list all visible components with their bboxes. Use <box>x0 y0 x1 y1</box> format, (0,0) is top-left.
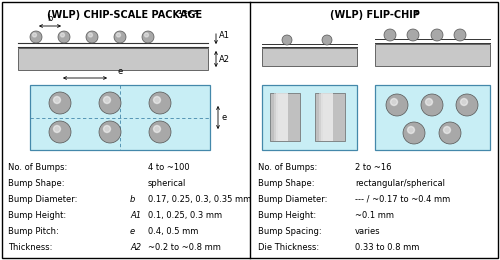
Text: ~0.2 to ~0.8 mm: ~0.2 to ~0.8 mm <box>148 243 221 252</box>
Circle shape <box>49 121 71 143</box>
Circle shape <box>384 29 396 41</box>
Circle shape <box>282 35 292 45</box>
Text: 0.1, 0.25, 0.3 mm: 0.1, 0.25, 0.3 mm <box>148 211 222 220</box>
Bar <box>321 93 333 141</box>
Text: b: b <box>130 195 136 204</box>
Circle shape <box>54 126 60 133</box>
Text: A2: A2 <box>219 55 230 63</box>
Text: spherical: spherical <box>148 179 186 188</box>
Text: 0.4, 0.5 mm: 0.4, 0.5 mm <box>148 227 198 236</box>
Text: Bump Height:: Bump Height: <box>258 211 316 220</box>
Circle shape <box>403 122 425 144</box>
Circle shape <box>30 31 42 43</box>
Circle shape <box>431 29 443 41</box>
Text: e: e <box>130 227 135 236</box>
Circle shape <box>104 126 110 133</box>
Text: A2: A2 <box>130 243 141 252</box>
Circle shape <box>408 127 414 133</box>
Text: Die Thickness:: Die Thickness: <box>258 243 319 252</box>
Text: 0.33 to 0.8 mm: 0.33 to 0.8 mm <box>355 243 420 252</box>
Circle shape <box>149 92 171 114</box>
Circle shape <box>86 31 98 43</box>
Bar <box>274 93 278 141</box>
Bar <box>375 85 490 150</box>
Circle shape <box>154 126 160 133</box>
Circle shape <box>54 96 60 103</box>
Text: Bump Spacing:: Bump Spacing: <box>258 227 322 236</box>
Text: --- / ~0.17 to ~0.4 mm: --- / ~0.17 to ~0.4 mm <box>355 195 450 204</box>
Circle shape <box>99 92 121 114</box>
Text: (WLP) FLIP-CHIP: (WLP) FLIP-CHIP <box>330 10 420 20</box>
Bar <box>375 44 490 66</box>
Circle shape <box>439 122 461 144</box>
Bar <box>319 93 323 141</box>
Text: Bump Pitch:: Bump Pitch: <box>8 227 59 236</box>
Bar <box>262 48 357 66</box>
Circle shape <box>142 31 154 43</box>
Text: 1 to 5: 1 to 5 <box>178 10 198 15</box>
Text: Bump Shape:: Bump Shape: <box>8 179 64 188</box>
Text: Bump Diameter:: Bump Diameter: <box>8 195 78 204</box>
Text: Bump Height:: Bump Height: <box>8 211 66 220</box>
Text: (WLP) CHIP-SCALE PACKAGE: (WLP) CHIP-SCALE PACKAGE <box>48 10 203 20</box>
Text: Bump Diameter:: Bump Diameter: <box>258 195 328 204</box>
Circle shape <box>58 31 70 43</box>
Text: varies: varies <box>355 227 380 236</box>
Text: e: e <box>221 113 226 122</box>
Circle shape <box>144 33 148 37</box>
Circle shape <box>407 29 419 41</box>
Text: 4 to ~100: 4 to ~100 <box>148 163 190 172</box>
Circle shape <box>322 35 332 45</box>
Bar <box>270 93 300 141</box>
Text: rectangular/spherical: rectangular/spherical <box>355 179 445 188</box>
Bar <box>276 93 288 141</box>
Bar <box>30 85 210 150</box>
Text: No. of Bumps:: No. of Bumps: <box>8 163 67 172</box>
Text: 0.17, 0.25, 0.3, 0.35 mm: 0.17, 0.25, 0.3, 0.35 mm <box>148 195 252 204</box>
Circle shape <box>456 94 478 116</box>
Text: No. of Bumps:: No. of Bumps: <box>258 163 318 172</box>
Text: A1: A1 <box>130 211 141 220</box>
Circle shape <box>104 96 110 103</box>
Text: 2 to ~16: 2 to ~16 <box>355 163 392 172</box>
Text: A1: A1 <box>219 30 230 40</box>
Circle shape <box>444 127 450 133</box>
Circle shape <box>114 31 126 43</box>
Bar <box>315 93 345 141</box>
Text: 6: 6 <box>415 10 420 15</box>
Circle shape <box>60 33 64 37</box>
Circle shape <box>88 33 92 37</box>
Text: b: b <box>48 14 52 23</box>
Circle shape <box>390 99 398 106</box>
Circle shape <box>421 94 443 116</box>
Text: Thickness:: Thickness: <box>8 243 52 252</box>
Circle shape <box>32 33 36 37</box>
Circle shape <box>454 29 466 41</box>
Text: ~0.1 mm: ~0.1 mm <box>355 211 394 220</box>
Text: e: e <box>118 67 123 76</box>
Bar <box>18 48 208 70</box>
Text: Bump Shape:: Bump Shape: <box>258 179 314 188</box>
Circle shape <box>386 94 408 116</box>
Circle shape <box>49 92 71 114</box>
Circle shape <box>460 99 468 106</box>
Circle shape <box>116 33 120 37</box>
Bar <box>262 85 357 150</box>
Circle shape <box>154 96 160 103</box>
Circle shape <box>99 121 121 143</box>
Circle shape <box>149 121 171 143</box>
Circle shape <box>426 99 432 106</box>
